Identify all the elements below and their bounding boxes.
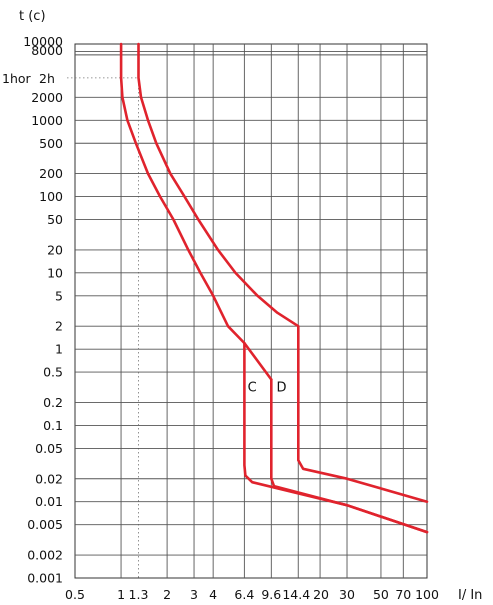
y-tick-label: 10 xyxy=(47,265,63,280)
x-tick-label: 1 xyxy=(117,587,125,602)
x-tick-label: 9.6 xyxy=(261,587,281,602)
y-tick-label: 0.005 xyxy=(27,517,63,532)
y-axis-label: t (c) xyxy=(19,9,46,24)
x-tick-label: 20 xyxy=(313,587,329,602)
y-tick-label: 0.001 xyxy=(27,571,63,586)
x-tick-label: 0.5 xyxy=(65,587,85,602)
curve-label-d: D xyxy=(277,380,287,395)
y-tick-label: 1hor xyxy=(2,71,32,86)
y-tick-label: 2 xyxy=(55,319,63,334)
x-axis-label: I/ In xyxy=(458,588,482,603)
y-tick-label: 50 xyxy=(47,212,63,227)
plot-frame xyxy=(74,43,428,579)
y-tick-label: 5 xyxy=(55,288,63,303)
x-tick-label: 14.4 xyxy=(282,587,310,602)
y-tick-label: 0.002 xyxy=(27,548,63,563)
curves xyxy=(119,42,429,534)
series-c-line xyxy=(119,42,429,534)
y-tick-label: 0.02 xyxy=(35,471,63,486)
x-tick-label: 2 xyxy=(163,587,171,602)
x-tick-label: 50 xyxy=(373,587,389,602)
x-tick-label: 4 xyxy=(209,587,217,602)
y-tick-label: 100 xyxy=(39,189,63,204)
curve-label-c: C xyxy=(248,380,257,395)
y-tick-label: 0.05 xyxy=(35,441,63,456)
y-tick-label: 8000 xyxy=(31,43,63,58)
y-tick-label: 0.5 xyxy=(43,365,63,380)
y-tick-label: 20 xyxy=(47,242,63,257)
y-tick-label: 1000 xyxy=(31,113,63,128)
y-tick-label: 2000 xyxy=(31,90,63,105)
tick-labels: 0.5 1 1.3 2 3 4 6.4 9.6 14.4 20 30 50 70 100100008000… xyxy=(2,34,439,602)
x-tick-label: 3 xyxy=(190,587,198,602)
y-tick-label: 0.01 xyxy=(35,494,63,509)
y-tick-label: 10000 xyxy=(23,34,63,49)
x-tick-label: 6.4 xyxy=(234,587,254,602)
x-tick-label: 70 xyxy=(395,587,411,602)
y-tick-label: 1 xyxy=(55,342,63,357)
x-tick-label: 100 xyxy=(415,587,439,602)
x-tick-label: 1.3 xyxy=(129,587,149,602)
series-d-line xyxy=(243,341,273,381)
x-tick-label: 30 xyxy=(339,587,355,602)
series-d-line xyxy=(137,42,429,503)
y-tick-label: 200 xyxy=(39,166,63,181)
y-tick-label: 0.2 xyxy=(43,395,63,410)
y-tick-label: 0.1 xyxy=(43,418,63,433)
grid xyxy=(67,43,428,579)
series-c-line xyxy=(270,378,429,534)
y-tick-label: 2h xyxy=(39,71,55,86)
y-tick-label: 500 xyxy=(39,136,63,151)
